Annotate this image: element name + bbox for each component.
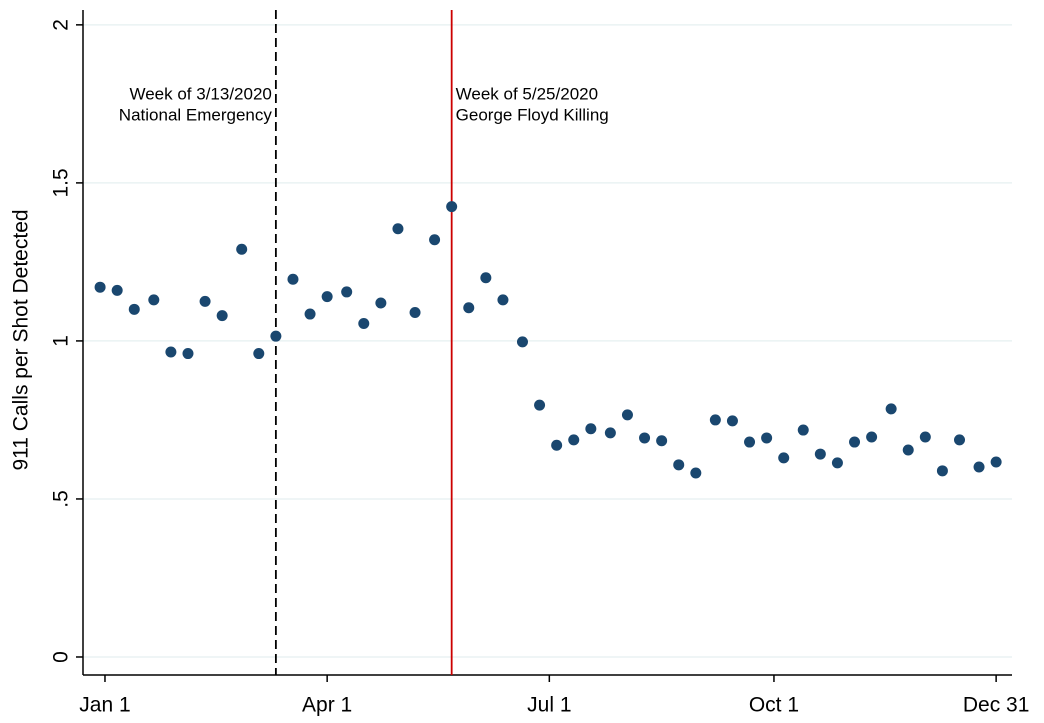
point: [199, 295, 211, 307]
point: [866, 431, 878, 443]
point: [128, 303, 140, 315]
point: [321, 291, 333, 303]
point: [814, 448, 826, 460]
point: [709, 414, 721, 426]
y-tick-label: 0: [50, 651, 73, 663]
point: [919, 431, 931, 443]
x-tick-label: Oct 1: [749, 694, 799, 717]
annotation: National Emergency: [119, 105, 273, 124]
point: [148, 294, 160, 306]
point: [673, 459, 685, 471]
point: [761, 432, 773, 444]
point: [849, 436, 861, 448]
point: [744, 436, 756, 448]
point: [551, 439, 563, 451]
point: [990, 456, 1002, 468]
point: [568, 434, 580, 446]
point: [358, 318, 370, 330]
point: [287, 273, 299, 285]
point: [902, 444, 914, 456]
point: [778, 452, 790, 464]
point: [534, 399, 546, 411]
point: [497, 294, 509, 306]
point: [639, 432, 651, 444]
point: [165, 346, 177, 358]
point: [726, 415, 738, 427]
annotation: George Floyd Killing: [456, 105, 609, 124]
point: [304, 308, 316, 320]
point: [585, 423, 597, 435]
point: [621, 409, 633, 421]
annotation: Week of 3/13/2020: [129, 84, 271, 103]
annotation: Week of 5/25/2020: [456, 84, 598, 103]
x-tick-label: Dec 31: [963, 694, 1030, 717]
point: [885, 403, 897, 415]
point: [516, 336, 528, 348]
point: [429, 234, 441, 246]
point: [270, 330, 282, 342]
point: [973, 461, 985, 473]
point: [446, 201, 458, 213]
x-tick-label: Jan 1: [79, 694, 130, 717]
point: [392, 223, 404, 235]
point: [375, 297, 387, 309]
point: [936, 465, 948, 477]
point: [690, 467, 702, 479]
y-tick-label: .5: [50, 490, 73, 508]
point: [409, 306, 421, 318]
y-tick-label: 1: [50, 335, 73, 347]
point: [480, 272, 492, 284]
point: [94, 281, 106, 293]
point: [463, 302, 475, 314]
point: [341, 286, 353, 298]
y-axis-title: 911 Calls per Shot Detected: [10, 209, 33, 470]
point: [831, 457, 843, 469]
x-tick-label: Jul 1: [527, 694, 571, 717]
point: [236, 243, 248, 255]
y-tick-label: 2: [50, 19, 73, 31]
point: [656, 435, 668, 447]
point: [253, 348, 265, 360]
x-tick-label: Apr 1: [302, 694, 352, 717]
point: [216, 310, 228, 322]
point: [797, 424, 809, 436]
point: [954, 434, 966, 446]
point: [182, 348, 194, 360]
point: [604, 427, 616, 439]
point: [111, 284, 123, 296]
y-tick-label: 1.5: [50, 168, 73, 197]
